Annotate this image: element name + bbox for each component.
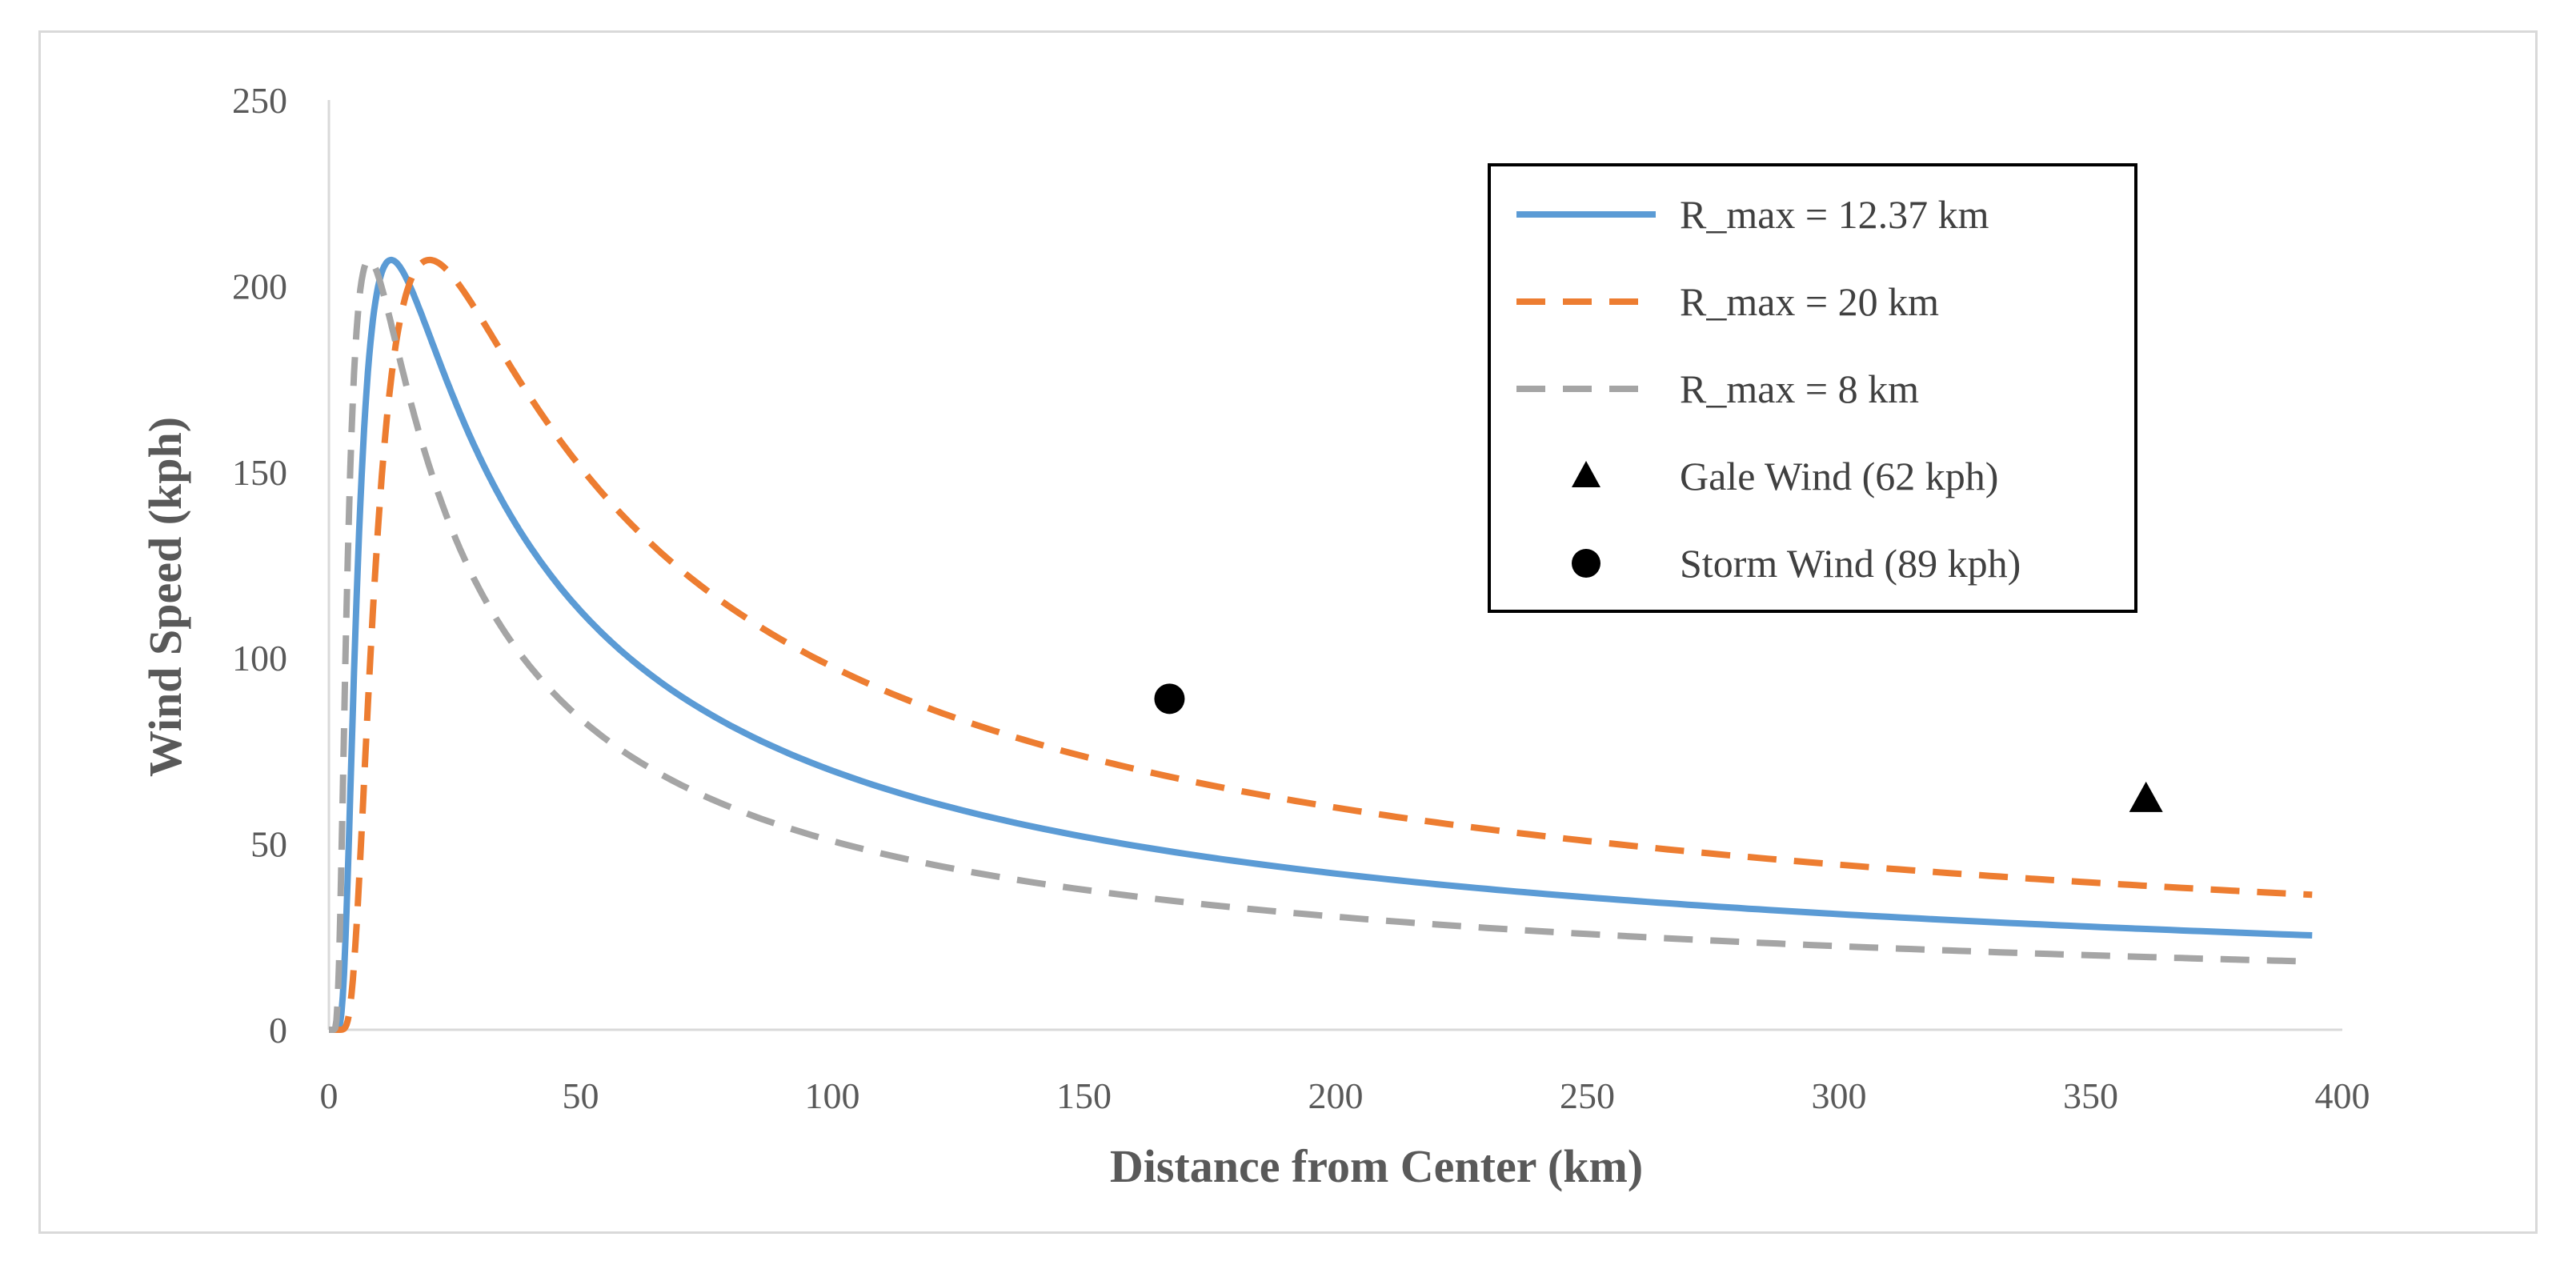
y-tick-label: 50 — [250, 824, 287, 865]
x-axis-title: Distance from Center (km) — [1110, 1140, 1643, 1192]
legend: R_max = 12.37 km R_max = 20 km R_max = 8 k… — [1488, 163, 2137, 613]
x-tick-label: 100 — [805, 1075, 860, 1116]
y-tick-label: 0 — [269, 1010, 287, 1051]
series-line-3 — [327, 256, 2313, 1033]
y-tick-label: 100 — [232, 638, 287, 679]
legend-label: Gale Wind (62 kph) — [1680, 454, 1998, 498]
series-layer — [327, 256, 2313, 1033]
legend-box — [1488, 163, 2137, 613]
y-tick-label: 150 — [232, 452, 287, 493]
y-tick-label: 250 — [232, 80, 287, 121]
legend-label: R_max = 20 km — [1680, 279, 1939, 324]
x-tick-label: 400 — [2315, 1075, 2370, 1116]
gale-wind-marker — [2129, 781, 2163, 812]
x-tick-label: 150 — [1056, 1075, 1112, 1116]
y-tick-label: 200 — [232, 266, 287, 306]
x-tick-label: 300 — [1812, 1075, 1867, 1116]
x-tick-label: 250 — [1560, 1075, 1615, 1116]
x-tick-label: 200 — [1308, 1075, 1364, 1116]
x-tick-label: 350 — [2063, 1075, 2118, 1116]
legend-label: R_max = 8 km — [1680, 366, 1919, 411]
x-tick-label: 50 — [563, 1075, 599, 1116]
series-line-1 — [327, 256, 2313, 1033]
chart-frame: 0 50 100 150 200 250 0 50 100 150 200 250 300 350 400 … — [38, 30, 2538, 1234]
legend-gale-marker-icon — [1572, 461, 1600, 487]
axes: 0 50 100 150 200 250 0 50 100 150 200 250 300 350 400 — [232, 80, 2370, 1116]
markers-layer — [1154, 683, 2163, 812]
y-axis-title: Wind Speed (kph) — [139, 417, 191, 777]
x-tick-label: 0 — [320, 1075, 339, 1116]
series-line-2 — [327, 256, 2313, 1033]
legend-label: Storm Wind (89 kph) — [1680, 541, 2021, 586]
legend-label: R_max = 12.37 km — [1680, 192, 1989, 237]
storm-wind-marker — [1154, 683, 1185, 715]
legend-storm-marker-icon — [1572, 549, 1600, 578]
